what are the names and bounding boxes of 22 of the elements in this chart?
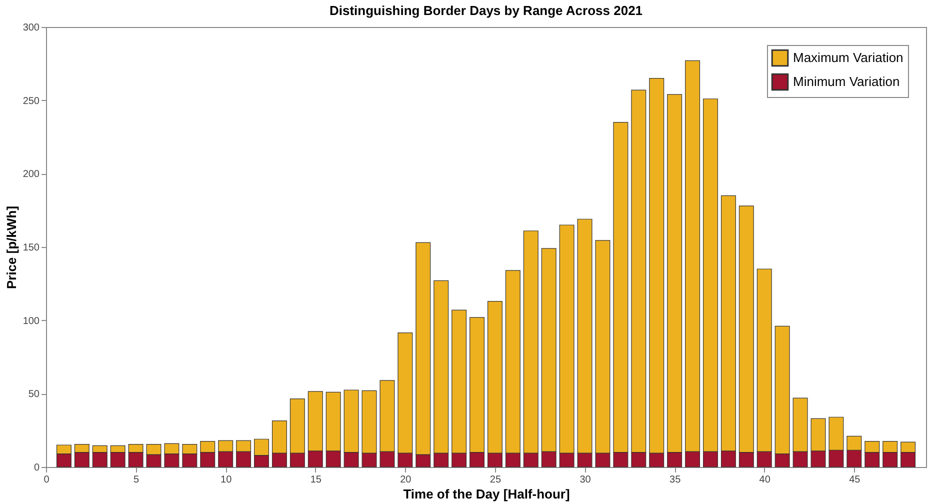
x-tick-label: 15 (310, 474, 322, 486)
y-tick-label: 0 (34, 462, 40, 474)
legend-label: Maximum Variation (793, 50, 904, 65)
legend-label: Minimum Variation (793, 74, 900, 89)
y-tick-label: 150 (22, 242, 40, 254)
y-tick-label: 250 (22, 96, 40, 107)
x-tick-label: 20 (400, 474, 412, 486)
x-tick-label: 25 (490, 474, 502, 486)
y-axis-title: Price [p/kWh] (4, 206, 19, 290)
chart-title: Distinguishing Border Days by Range Across 2021 (329, 3, 643, 18)
y-tick-label: 300 (22, 22, 40, 34)
y-tick-label: 50 (28, 389, 40, 400)
x-axis-title: Time of the Day [Half-hour] (403, 486, 570, 502)
x-tick-label: 45 (849, 474, 861, 486)
x-tick-label: 10 (220, 474, 232, 486)
x-tick-label: 5 (134, 474, 140, 486)
x-tick-label: 0 (44, 474, 50, 486)
x-tick-label: 40 (759, 474, 771, 486)
y-tick-label: 100 (22, 316, 40, 327)
x-tick-label: 30 (580, 474, 592, 486)
x-tick-label: 35 (670, 474, 682, 486)
y-tick-label: 200 (22, 169, 40, 180)
